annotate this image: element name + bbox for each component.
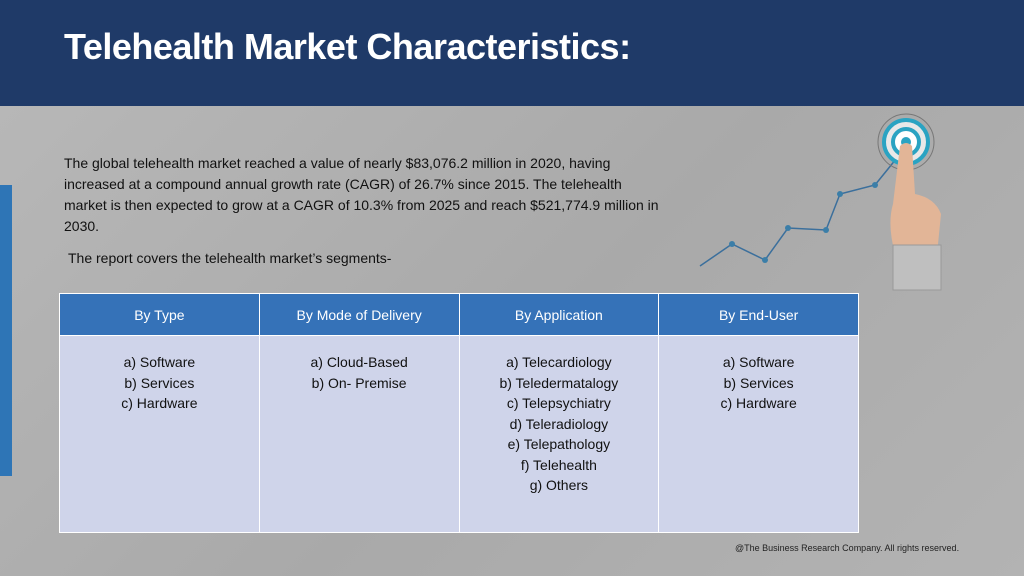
segment-item: f) Telehealth [520, 456, 597, 473]
column-cell: a) Software b) Services c) Hardware [59, 335, 260, 533]
column-header: By Type [59, 293, 260, 336]
side-bar [0, 185, 12, 476]
segments-intro: The report covers the telehealth market’… [68, 250, 392, 266]
header-bar [0, 0, 1024, 106]
segment-item: g) Others [529, 477, 589, 493]
growth-illustration [699, 113, 942, 291]
column-header: By Application [458, 293, 660, 336]
footer: @The Business Research Company. All righ… [735, 543, 960, 553]
segment-item: c) Hardware [720, 395, 797, 411]
segments-table: By Type By Mode of Delivery By Application… [59, 293, 859, 533]
segment-item: a) Telecardiology [506, 354, 612, 370]
column-cell: a) Telecardiology b) Teledermatalogy c) Te… [458, 335, 660, 533]
column-cell: a) Cloud-Based b) On- Premise [258, 335, 460, 533]
trend-points [729, 182, 878, 263]
segment-item: d) Teleradiology [509, 415, 609, 432]
segment-item: e) Telepathology [507, 436, 611, 452]
hand-icon [890, 143, 942, 291]
description: The global telehealth market reached a v… [64, 155, 659, 234]
segment-item: b) On- Premise [311, 374, 407, 391]
column-cell: a) Software b) Services c) Hardware [658, 335, 859, 533]
segment-item: c) Telepsychiatry [506, 395, 611, 411]
trend-line [699, 147, 906, 267]
title: Telehealth Market Characteristics: [64, 26, 631, 67]
column-header: By End-User [658, 293, 859, 336]
header-row: By Type By Mode of Delivery By Application… [59, 293, 859, 336]
segment-item: b) Services [124, 374, 195, 391]
segment-item: c) Hardware [121, 395, 198, 411]
body-row: a) Software b) Services c) Hardware a) Clou… [59, 335, 859, 533]
segment-item: a) Software [722, 354, 795, 370]
column-header: By Mode of Delivery [258, 293, 460, 336]
segment-item: b) Services [723, 374, 794, 391]
segment-item: a) Software [123, 354, 196, 370]
segment-item: b) Teledermatalogy [499, 374, 619, 391]
segment-item: a) Cloud-Based [310, 354, 408, 370]
